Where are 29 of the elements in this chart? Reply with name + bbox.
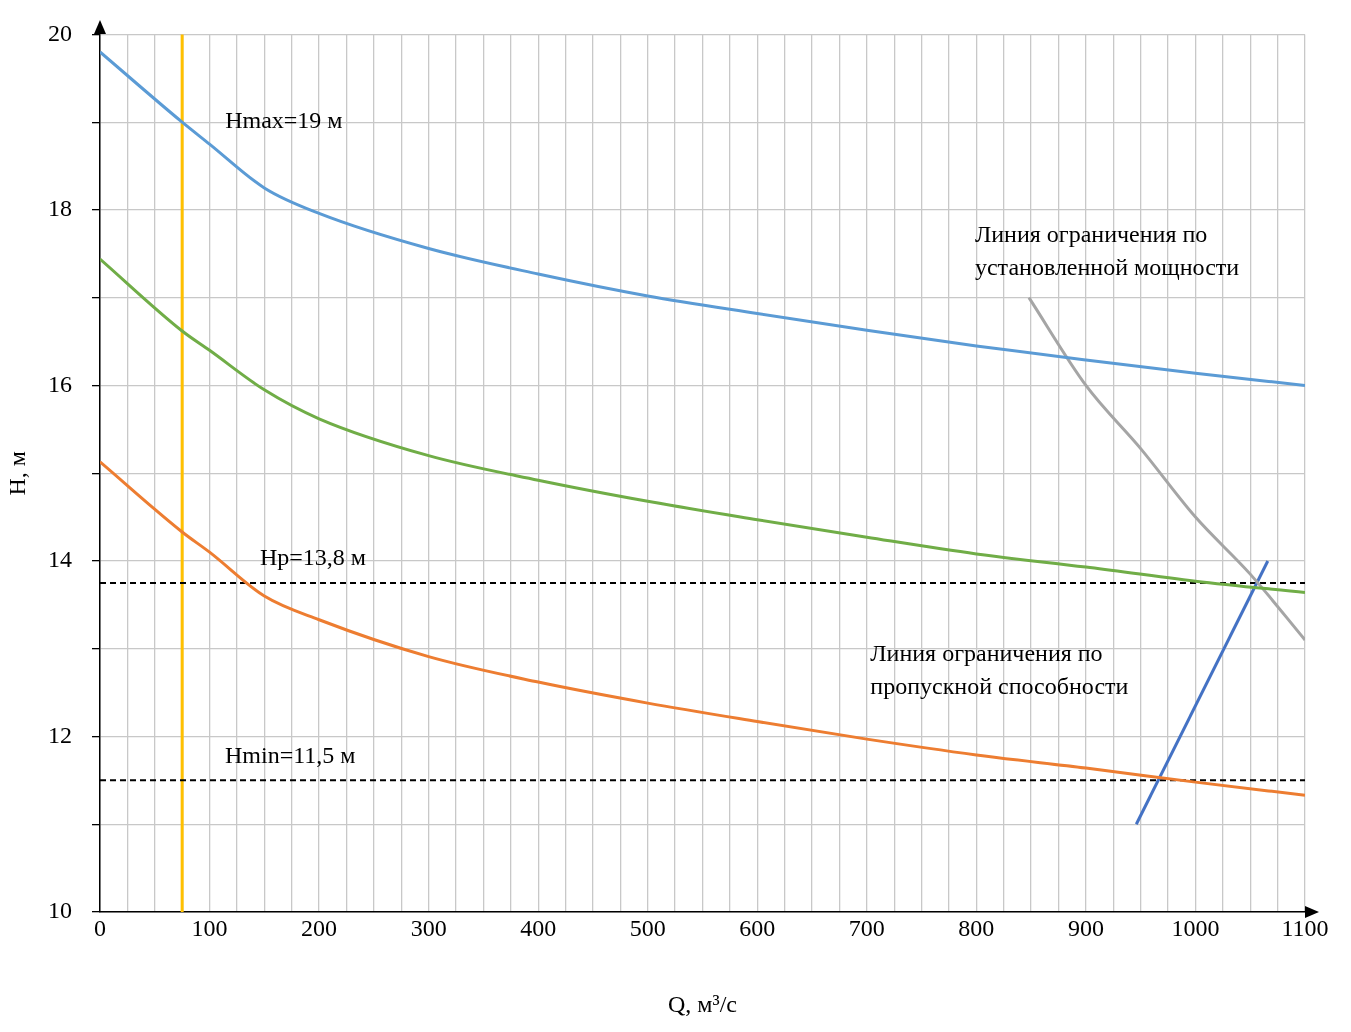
x-tick-label: 800	[958, 914, 995, 941]
x-tick-label: 500	[629, 914, 666, 941]
y-tick-label: 18	[48, 195, 72, 222]
line-series	[100, 460, 1305, 797]
x-tick-label: 1000	[1171, 914, 1220, 941]
y-tick-label: 12	[48, 721, 72, 748]
x-tick-label: 100	[191, 914, 228, 941]
y-tick-label: 20	[48, 19, 72, 46]
x-tick-label: 700	[848, 914, 885, 941]
y-tick-label: 10	[48, 897, 72, 924]
annotation: Hmax=19 м	[225, 107, 343, 134]
text: Линия ограничения по пропускной способности	[870, 639, 1129, 699]
line-series	[100, 257, 1305, 595]
x-tick-label: 0	[94, 914, 106, 941]
x-tick-label: 300	[410, 914, 447, 941]
y-tick-label: 14	[48, 546, 72, 573]
ref-line-label: Hmin=11,5 м	[225, 741, 356, 768]
x-tick-label: 200	[301, 914, 338, 941]
y-axis-title: H, м	[3, 450, 30, 496]
x-tick-label: 1100	[1281, 914, 1329, 941]
line-series	[1027, 296, 1305, 642]
x-tick-label: 900	[1067, 914, 1104, 941]
ref-line-label: Hp=13,8 м	[260, 544, 367, 571]
x-tick-label: 400	[520, 914, 557, 941]
text: Линия ограничения по установленной мощности	[974, 220, 1240, 280]
x-axis-title: Q, м³/с	[667, 990, 738, 1017]
line-series	[100, 50, 1305, 387]
x-tick-label: 600	[739, 914, 776, 941]
y-tick-label: 16	[48, 370, 72, 397]
